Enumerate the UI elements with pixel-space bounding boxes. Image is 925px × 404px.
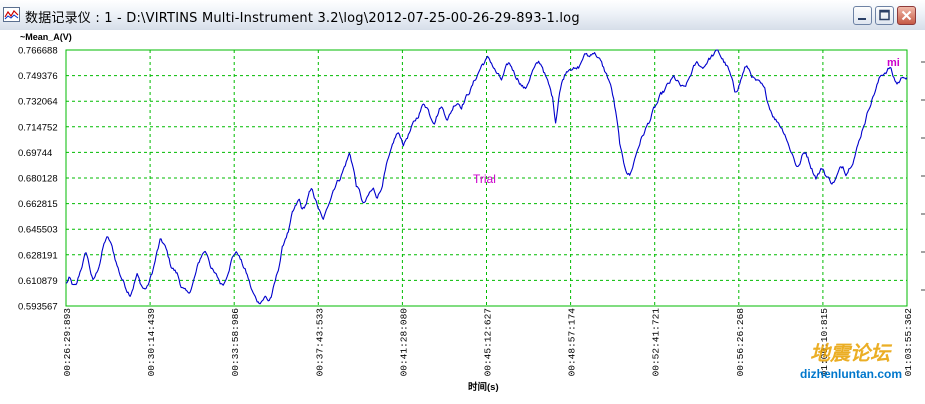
x-tick-label: 00:30:14:439 <box>146 308 157 377</box>
x-tick-label: 00:45:12:627 <box>483 308 494 376</box>
grid-lines <box>66 50 907 306</box>
y-tick-label: 0.680128 <box>18 174 58 185</box>
marker-label: mi <box>887 57 900 69</box>
x-axis-label: 时间(s) <box>468 381 499 393</box>
minimize-button[interactable] <box>853 6 872 25</box>
right-axis-ticks <box>921 61 925 291</box>
x-tick-label: 00:26:29:893 <box>62 308 73 377</box>
y-tick-label: 0.645503 <box>18 225 58 236</box>
y-tick-label: 0.69744 <box>18 148 52 159</box>
title-bar[interactable]: 数据记录仪 : 1 - D:\VIRTINS Multi-Instrument … <box>0 0 925 31</box>
chart-area[interactable]: 0.766688 0.749376 0.732064 0.714752 0.69744 0… <box>0 30 925 404</box>
plot-border <box>65 49 908 307</box>
y-axis-label: ~Mean_A(V) <box>20 32 72 42</box>
y-tick-label: 0.766688 <box>18 46 58 57</box>
y-tick-labels: 0.766688 0.749376 0.732064 0.714752 0.69744 0… <box>18 46 58 313</box>
window-title: 数据记录仪 : 1 - D:\VIRTINS Multi-Instrument … <box>25 11 580 26</box>
y-tick-label: 0.714752 <box>18 122 58 133</box>
x-tick-labels: 00:26:29:893 00:30:14:439 00:33:58:986 00:3… <box>62 308 914 377</box>
series-line-mean-a <box>65 49 908 305</box>
x-tick-label: 00:56:26:268 <box>735 308 746 377</box>
y-tick-label: 0.610879 <box>18 276 58 287</box>
x-tick-label: 00:48:57:174 <box>567 308 578 377</box>
y-tick-label: 0.662815 <box>18 199 58 210</box>
watermark-url: dizhenluntan.com <box>800 367 902 381</box>
app-icon <box>3 7 20 22</box>
x-tick-label: 00:37:43:533 <box>314 308 325 377</box>
x-tick-label: 00:41:28:080 <box>398 308 409 377</box>
line-chart[interactable]: 0.766688 0.749376 0.732064 0.714752 0.69744 0… <box>0 30 925 404</box>
x-tick-label: 01:03:55:362 <box>903 308 914 377</box>
x-tick-label: 00:52:41:721 <box>651 308 662 377</box>
chart-annotation: Trial <box>473 172 496 186</box>
maximize-icon <box>879 9 890 21</box>
x-tick-label: 00:33:58:986 <box>230 308 241 377</box>
watermark-text: 地震论坛 <box>810 341 893 365</box>
x-tick-label: 01:00:10:815 <box>819 308 830 377</box>
y-tick-label: 0.628191 <box>18 250 58 261</box>
maximize-button[interactable] <box>875 6 894 25</box>
y-tick-label: 0.749376 <box>18 71 58 82</box>
close-icon <box>901 10 912 21</box>
y-tick-label: 0.732064 <box>18 97 58 108</box>
y-tick-label: 0.593567 <box>18 302 58 313</box>
close-button[interactable] <box>897 6 916 25</box>
minimize-icon <box>858 18 866 20</box>
